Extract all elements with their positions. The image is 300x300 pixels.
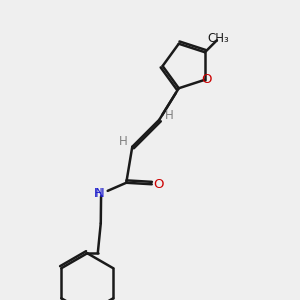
Text: O: O [201,73,212,86]
Text: N: N [95,187,105,200]
Text: O: O [153,178,164,191]
Text: H: H [94,187,102,200]
Text: CH₃: CH₃ [208,32,229,45]
Text: H: H [119,135,128,148]
Text: H: H [164,109,173,122]
